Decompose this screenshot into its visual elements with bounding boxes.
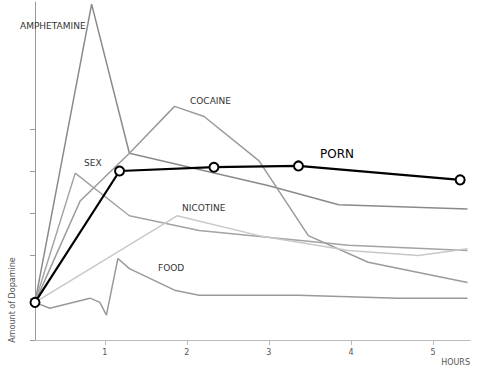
svg-text:2: 2: [184, 348, 189, 357]
svg-text:PORN: PORN: [320, 147, 354, 161]
svg-text:FOOD: FOOD: [158, 263, 184, 273]
svg-text:3: 3: [266, 348, 271, 357]
svg-text:COCAINE: COCAINE: [190, 96, 231, 106]
svg-text:4: 4: [348, 348, 353, 357]
svg-text:1: 1: [102, 348, 107, 357]
svg-text:NICOTINE: NICOTINE: [182, 203, 226, 213]
svg-text:AMPHETAMINE: AMPHETAMINE: [20, 21, 86, 31]
svg-text:SEX: SEX: [84, 158, 102, 168]
svg-text:Amount of Dopamine: Amount of Dopamine: [8, 257, 17, 342]
svg-text:HOURS: HOURS: [441, 358, 470, 367]
svg-text:5: 5: [431, 348, 436, 357]
